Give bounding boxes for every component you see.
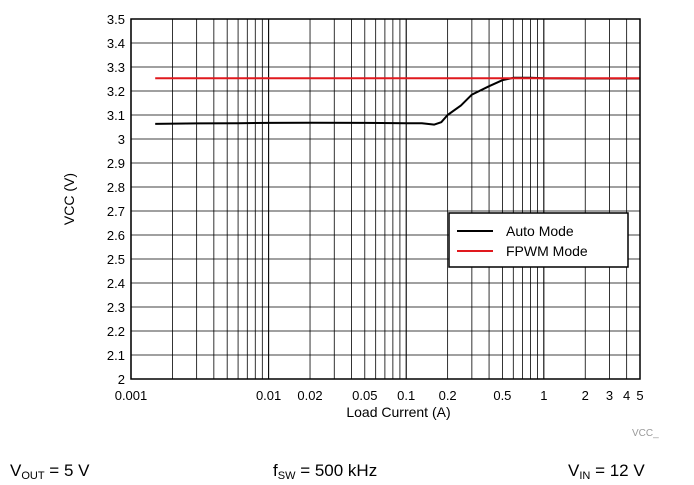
condition-fsw-value: = 500 kHz — [295, 461, 378, 480]
condition-vout: VOUT = 5 V — [10, 462, 89, 482]
condition-vin: VIN = 12 V — [568, 462, 645, 482]
y-tick-label: 2.2 — [107, 324, 125, 339]
series-lines — [155, 76, 640, 126]
x-tick-label: 0.05 — [352, 388, 377, 403]
x-tick-label: 0.5 — [493, 388, 511, 403]
x-tick-label: 3 — [606, 388, 613, 403]
x-tick-label: 0.02 — [297, 388, 322, 403]
y-tick-label: 2 — [118, 372, 125, 387]
grid — [130, 18, 641, 380]
y-tick-label: 3 — [118, 132, 125, 147]
condition-vout-value: = 5 V — [44, 461, 90, 480]
condition-vout-symbol: V — [10, 461, 22, 480]
condition-vin-value: = 12 V — [590, 461, 645, 480]
y-tick-label: 2.5 — [107, 252, 125, 267]
y-tick-label: 2.6 — [107, 228, 125, 243]
x-tick-label: 2 — [582, 388, 589, 403]
condition-vin-symbol: V — [568, 461, 580, 480]
x-tick-label: 0.01 — [256, 388, 281, 403]
x-tick-label: 4 — [623, 388, 630, 403]
condition-vin-subscript: IN — [579, 470, 591, 482]
x-tick-label: 1 — [540, 388, 547, 403]
y-tick-label: 3.2 — [107, 84, 125, 99]
y-tick-label: 3.5 — [107, 12, 125, 27]
y-axis-label: VCC (V) — [61, 173, 77, 225]
y-tick-label: 3.4 — [107, 36, 125, 51]
legend: Auto Mode FPWM Mode — [448, 212, 629, 268]
x-tick-labels: 0.001 0.01 0.02 0.05 0.1 0.2 0.5 1 2 3 4 5 — [115, 388, 644, 403]
x-axis-label: Load Current (A) — [346, 404, 450, 420]
x-tick-label: 0.1 — [397, 388, 415, 403]
x-tick-label: 5 — [636, 388, 643, 403]
legend-label: FPWM Mode — [506, 243, 588, 259]
y-tick-label: 2.9 — [107, 156, 125, 171]
y-tick-label: 2.1 — [107, 348, 125, 363]
y-tick-label: 3.1 — [107, 108, 125, 123]
condition-vout-subscript: OUT — [21, 470, 45, 482]
figure-id-watermark: VCC_ — [632, 428, 659, 439]
condition-fsw-subscript: SW — [277, 470, 296, 482]
legend-box — [448, 212, 629, 268]
y-tick-labels: 2 2.1 2.2 2.3 2.4 2.5 2.6 2.7 2.8 2.9 3 3.1 3.2 3.3 3.… — [107, 12, 125, 387]
plot-frame — [130, 18, 641, 380]
condition-fsw: fSW = 500 kHz — [273, 462, 377, 482]
y-tick-label: 2.4 — [107, 276, 125, 291]
y-tick-label: 2.8 — [107, 180, 125, 195]
y-tick-label: 3.3 — [107, 60, 125, 75]
series-line-auto-mode — [155, 76, 640, 126]
y-tick-label: 2.7 — [107, 204, 125, 219]
x-tick-label: 0.001 — [115, 388, 148, 403]
x-tick-label: 0.2 — [439, 388, 457, 403]
legend-label: Auto Mode — [506, 223, 574, 239]
condition-fsw-symbol: f — [273, 461, 278, 480]
chart: 2 2.1 2.2 2.3 2.4 2.5 2.6 2.7 2.8 2.9 3 3.1 3.2 3.3 3.… — [61, 12, 659, 439]
y-tick-label: 2.3 — [107, 300, 125, 315]
